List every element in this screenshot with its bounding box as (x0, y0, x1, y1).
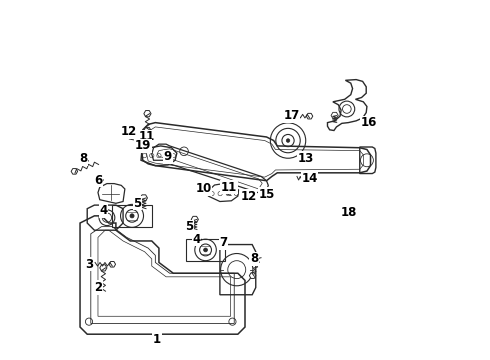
Text: 11: 11 (138, 130, 154, 144)
Text: 16: 16 (361, 116, 377, 129)
Text: 19: 19 (135, 139, 151, 152)
Text: 18: 18 (341, 206, 357, 219)
Text: 2: 2 (94, 281, 102, 294)
Bar (112, 205, 152, 226)
Text: 8: 8 (250, 252, 258, 265)
Text: 1: 1 (153, 333, 161, 346)
Text: 8: 8 (79, 152, 88, 165)
Text: 5: 5 (133, 197, 142, 210)
Polygon shape (191, 216, 198, 222)
Text: 12: 12 (121, 125, 137, 138)
Polygon shape (305, 175, 312, 181)
Bar (186, 239, 225, 261)
Polygon shape (225, 181, 232, 187)
Polygon shape (100, 265, 107, 271)
Text: 9: 9 (164, 150, 172, 163)
Polygon shape (144, 127, 151, 134)
Polygon shape (306, 113, 313, 119)
Text: 4: 4 (193, 233, 201, 246)
Polygon shape (249, 273, 256, 278)
Text: 4: 4 (99, 204, 107, 217)
Text: 7: 7 (220, 236, 227, 249)
Text: 3: 3 (85, 258, 93, 271)
Circle shape (286, 139, 290, 143)
Polygon shape (71, 168, 77, 174)
Circle shape (204, 248, 207, 252)
Polygon shape (144, 111, 151, 117)
Text: 5: 5 (185, 220, 194, 233)
Circle shape (130, 214, 134, 218)
Text: 15: 15 (258, 188, 275, 201)
Text: 6: 6 (94, 174, 102, 186)
Polygon shape (331, 112, 338, 118)
Polygon shape (128, 130, 135, 136)
Circle shape (259, 191, 265, 197)
Text: 10: 10 (196, 183, 212, 195)
Polygon shape (109, 261, 116, 267)
Text: 14: 14 (301, 172, 318, 185)
Polygon shape (140, 195, 147, 201)
Text: 12: 12 (241, 190, 257, 203)
Text: 17: 17 (284, 109, 300, 122)
Text: 11: 11 (220, 181, 237, 194)
Text: 13: 13 (298, 152, 314, 165)
